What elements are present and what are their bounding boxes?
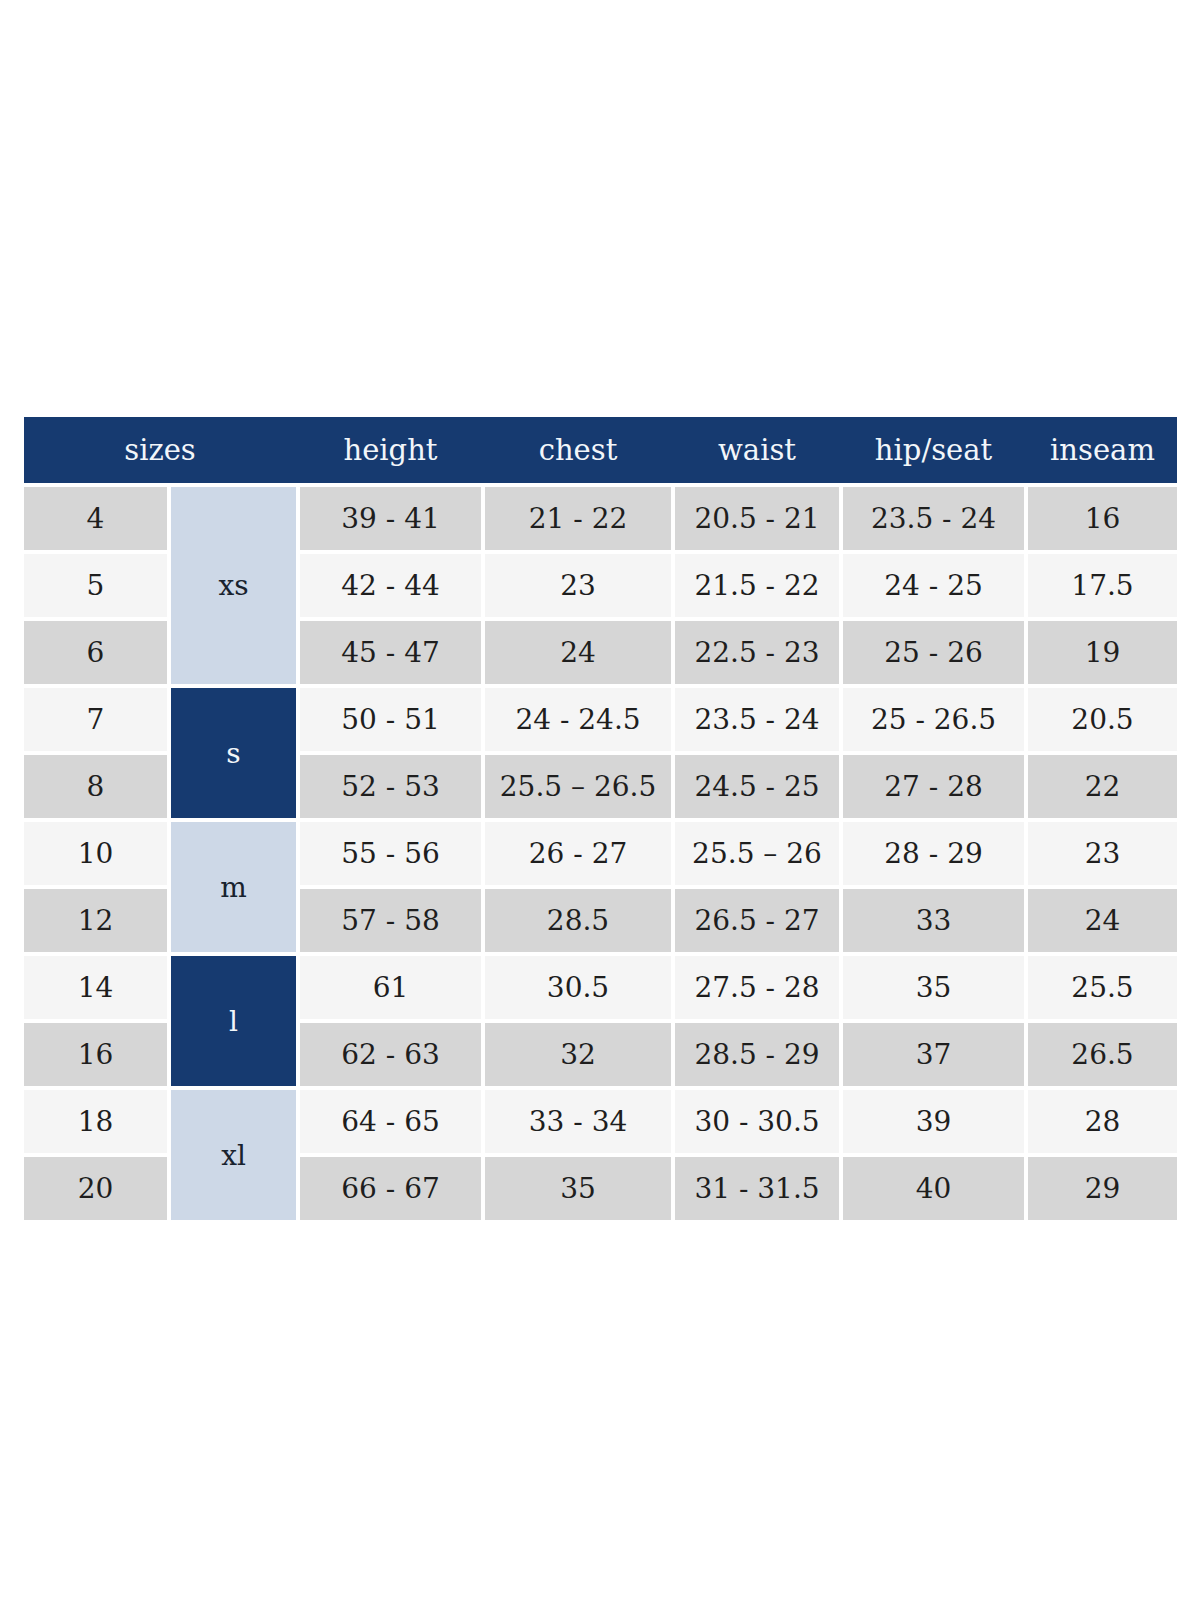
height-cell: 64 - 65 bbox=[300, 1090, 481, 1153]
chest-cell: 26 - 27 bbox=[485, 822, 671, 885]
size-group-cell-m: m bbox=[171, 822, 296, 952]
size-number-cell: 4 bbox=[24, 487, 167, 550]
inseam-cell: 25.5 bbox=[1028, 956, 1177, 1019]
height-cell: 66 - 67 bbox=[300, 1157, 481, 1220]
size-number-cell: 18 bbox=[24, 1090, 167, 1153]
size-number-cell: 14 bbox=[24, 956, 167, 1019]
height-cell: 42 - 44 bbox=[300, 554, 481, 617]
hip-seat-cell: 33 bbox=[843, 889, 1024, 952]
height-cell: 39 - 41 bbox=[300, 487, 481, 550]
size-group-cell-s: s bbox=[171, 688, 296, 818]
waist-cell: 25.5 – 26 bbox=[675, 822, 839, 885]
size-number-cell: 20 bbox=[24, 1157, 167, 1220]
chest-cell: 32 bbox=[485, 1023, 671, 1086]
header-height: height bbox=[300, 417, 481, 483]
inseam-cell: 26.5 bbox=[1028, 1023, 1177, 1086]
inseam-cell: 20.5 bbox=[1028, 688, 1177, 751]
inseam-cell: 19 bbox=[1028, 621, 1177, 684]
chest-cell: 30.5 bbox=[485, 956, 671, 1019]
size-number-cell: 5 bbox=[24, 554, 167, 617]
height-cell: 52 - 53 bbox=[300, 755, 481, 818]
hip-seat-cell: 24 - 25 bbox=[843, 554, 1024, 617]
hip-seat-cell: 23.5 - 24 bbox=[843, 487, 1024, 550]
size-number-cell: 12 bbox=[24, 889, 167, 952]
waist-cell: 21.5 - 22 bbox=[675, 554, 839, 617]
hip-seat-cell: 27 - 28 bbox=[843, 755, 1024, 818]
inseam-cell: 28 bbox=[1028, 1090, 1177, 1153]
hip-seat-cell: 39 bbox=[843, 1090, 1024, 1153]
height-cell: 62 - 63 bbox=[300, 1023, 481, 1086]
chest-cell: 24 bbox=[485, 621, 671, 684]
size-number-cell: 7 bbox=[24, 688, 167, 751]
hip-seat-cell: 35 bbox=[843, 956, 1024, 1019]
size-chart-table: sizes height chest waist hip/seat inseam… bbox=[24, 417, 1177, 1220]
chest-cell: 24 - 24.5 bbox=[485, 688, 671, 751]
waist-cell: 31 - 31.5 bbox=[675, 1157, 839, 1220]
size-number-cell: 8 bbox=[24, 755, 167, 818]
height-cell: 55 - 56 bbox=[300, 822, 481, 885]
chest-cell: 28.5 bbox=[485, 889, 671, 952]
waist-cell: 20.5 - 21 bbox=[675, 487, 839, 550]
waist-cell: 23.5 - 24 bbox=[675, 688, 839, 751]
header-sizes: sizes bbox=[24, 417, 296, 483]
table-header-grid: sizes height chest waist hip/seat inseam bbox=[24, 417, 1177, 483]
inseam-cell: 16 bbox=[1028, 487, 1177, 550]
waist-cell: 22.5 - 23 bbox=[675, 621, 839, 684]
chest-cell: 23 bbox=[485, 554, 671, 617]
size-group-cell-xs: xs bbox=[171, 487, 296, 684]
height-cell: 61 bbox=[300, 956, 481, 1019]
inseam-cell: 17.5 bbox=[1028, 554, 1177, 617]
size-number-cell: 16 bbox=[24, 1023, 167, 1086]
header-chest: chest bbox=[485, 417, 671, 483]
size-number-cell: 10 bbox=[24, 822, 167, 885]
waist-cell: 24.5 - 25 bbox=[675, 755, 839, 818]
height-cell: 45 - 47 bbox=[300, 621, 481, 684]
size-number-cell: 6 bbox=[24, 621, 167, 684]
size-group-cell-l: l bbox=[171, 956, 296, 1086]
height-cell: 57 - 58 bbox=[300, 889, 481, 952]
hip-seat-cell: 25 - 26.5 bbox=[843, 688, 1024, 751]
header-inseam: inseam bbox=[1028, 417, 1177, 483]
inseam-cell: 22 bbox=[1028, 755, 1177, 818]
chest-cell: 21 - 22 bbox=[485, 487, 671, 550]
height-cell: 50 - 51 bbox=[300, 688, 481, 751]
inseam-cell: 23 bbox=[1028, 822, 1177, 885]
hip-seat-cell: 28 - 29 bbox=[843, 822, 1024, 885]
header-waist: waist bbox=[675, 417, 839, 483]
size-group-cell-xl: xl bbox=[171, 1090, 296, 1220]
table-header-row: sizes height chest waist hip/seat inseam bbox=[24, 417, 1177, 483]
chest-cell: 35 bbox=[485, 1157, 671, 1220]
waist-cell: 28.5 - 29 bbox=[675, 1023, 839, 1086]
chest-cell: 33 - 34 bbox=[485, 1090, 671, 1153]
hip-seat-cell: 40 bbox=[843, 1157, 1024, 1220]
waist-cell: 26.5 - 27 bbox=[675, 889, 839, 952]
waist-cell: 30 - 30.5 bbox=[675, 1090, 839, 1153]
chest-cell: 25.5 – 26.5 bbox=[485, 755, 671, 818]
inseam-cell: 29 bbox=[1028, 1157, 1177, 1220]
inseam-cell: 24 bbox=[1028, 889, 1177, 952]
header-hip-seat: hip/seat bbox=[843, 417, 1024, 483]
hip-seat-cell: 37 bbox=[843, 1023, 1024, 1086]
waist-cell: 27.5 - 28 bbox=[675, 956, 839, 1019]
hip-seat-cell: 25 - 26 bbox=[843, 621, 1024, 684]
